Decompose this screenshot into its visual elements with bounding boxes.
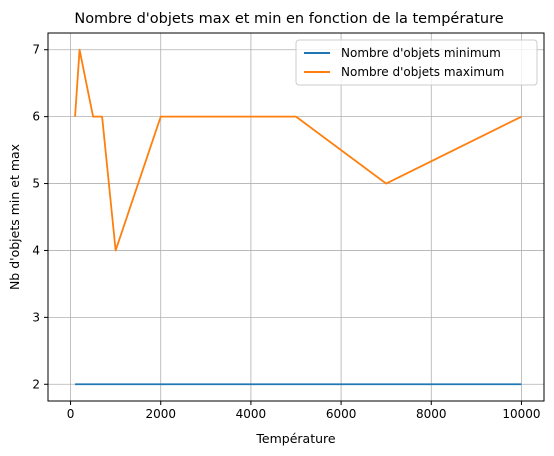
y-tick-label: 3 xyxy=(32,310,40,324)
legend-label-minimum: Nombre d'objets minimum xyxy=(341,46,501,60)
series-layer xyxy=(74,48,522,386)
legend-label-maximum: Nombre d'objets maximum xyxy=(341,65,504,79)
x-axis: 0 2000 4000 6000 8000 10000 xyxy=(67,401,541,421)
y-tick-label: 4 xyxy=(32,243,40,257)
plot-frame xyxy=(47,32,545,402)
x-tick-label: 0 xyxy=(67,407,75,421)
y-tick-label: 6 xyxy=(32,110,40,124)
x-axis-label: Température xyxy=(255,431,335,446)
y-tick-label: 7 xyxy=(32,43,40,57)
legend: Nombre d'objets minimum Nombre d'objets … xyxy=(295,39,538,86)
series-line-maximum xyxy=(74,48,522,252)
legend-box xyxy=(295,39,538,86)
x-tick-label: 10000 xyxy=(502,407,540,421)
chart-title: Nombre d'objets max et min en fonction d… xyxy=(74,11,503,27)
x-tick-label: 6000 xyxy=(326,407,357,421)
y-axis: 2 3 4 5 6 7 xyxy=(32,43,48,391)
x-tick-label: 8000 xyxy=(416,407,447,421)
y-tick-label: 2 xyxy=(32,377,40,391)
x-tick-label: 2000 xyxy=(145,407,176,421)
y-axis-label: Nb d'objets min et max xyxy=(7,144,22,290)
x-tick-label: 4000 xyxy=(236,407,267,421)
y-tick-label: 5 xyxy=(32,177,40,191)
